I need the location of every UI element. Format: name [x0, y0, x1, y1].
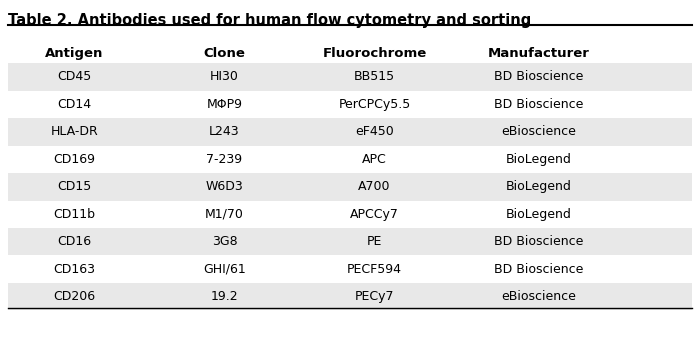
Text: BB515: BB515: [354, 70, 395, 83]
Text: Fluorochrome: Fluorochrome: [322, 47, 426, 60]
Text: Antigen: Antigen: [46, 47, 104, 60]
Text: CD169: CD169: [54, 153, 96, 166]
Text: CD11b: CD11b: [54, 208, 96, 221]
Text: eF450: eF450: [355, 125, 394, 138]
Text: W6D3: W6D3: [206, 180, 244, 193]
Text: M1/70: M1/70: [205, 208, 244, 221]
Text: eBioscience: eBioscience: [500, 125, 575, 138]
Text: CD16: CD16: [57, 235, 92, 248]
Text: 19.2: 19.2: [211, 290, 238, 303]
FancyBboxPatch shape: [8, 118, 692, 146]
Text: A700: A700: [358, 180, 391, 193]
Text: BD Bioscience: BD Bioscience: [494, 98, 583, 111]
Text: Manufacturer: Manufacturer: [487, 47, 589, 60]
Text: APCCy7: APCCy7: [350, 208, 399, 221]
Text: 7-239: 7-239: [206, 153, 243, 166]
Text: BD Bioscience: BD Bioscience: [494, 235, 583, 248]
Text: MΦP9: MΦP9: [206, 98, 242, 111]
FancyBboxPatch shape: [8, 173, 692, 200]
Text: BD Bioscience: BD Bioscience: [494, 263, 583, 276]
Text: L243: L243: [209, 125, 240, 138]
Text: HI30: HI30: [210, 70, 239, 83]
Text: BioLegend: BioLegend: [505, 208, 571, 221]
Text: CD15: CD15: [57, 180, 92, 193]
Text: PerCPCy5.5: PerCPCy5.5: [338, 98, 410, 111]
Text: CD163: CD163: [54, 263, 96, 276]
Text: 3G8: 3G8: [211, 235, 237, 248]
Text: BioLegend: BioLegend: [505, 153, 571, 166]
Text: CD14: CD14: [57, 98, 92, 111]
FancyBboxPatch shape: [8, 283, 692, 311]
Text: BioLegend: BioLegend: [505, 180, 571, 193]
FancyBboxPatch shape: [8, 228, 692, 256]
Text: eBioscience: eBioscience: [500, 290, 575, 303]
Text: PE: PE: [367, 235, 382, 248]
FancyBboxPatch shape: [8, 63, 692, 91]
Text: PECy7: PECy7: [355, 290, 394, 303]
Text: CD45: CD45: [57, 70, 92, 83]
Text: Table 2. Antibodies used for human flow cytometry and sorting: Table 2. Antibodies used for human flow …: [8, 13, 531, 28]
Text: BD Bioscience: BD Bioscience: [494, 70, 583, 83]
Text: HLA-DR: HLA-DR: [50, 125, 99, 138]
Text: CD206: CD206: [53, 290, 96, 303]
Text: GHI/61: GHI/61: [203, 263, 246, 276]
Text: Clone: Clone: [204, 47, 246, 60]
Text: APC: APC: [362, 153, 387, 166]
Text: PECF594: PECF594: [347, 263, 402, 276]
